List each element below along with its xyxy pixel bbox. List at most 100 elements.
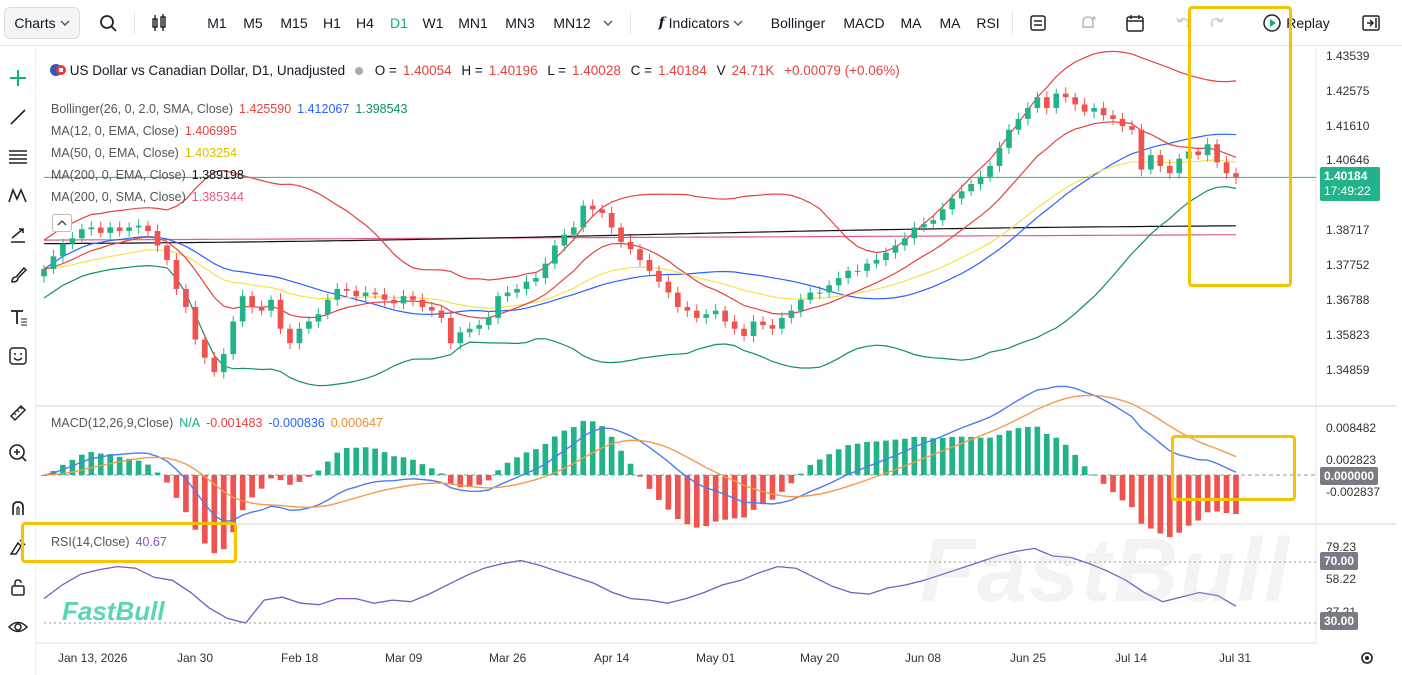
magnet-icon[interactable] — [4, 494, 32, 522]
pattern-icon[interactable] — [4, 181, 32, 209]
calendar-icon[interactable] — [1122, 0, 1148, 46]
price-tick: 1.41610 — [1326, 119, 1370, 133]
indicators-label: Indicators — [668, 15, 730, 31]
macd-histogram-bar — [684, 475, 691, 525]
candle-body — [693, 310, 700, 318]
macd-histogram-bar — [703, 475, 710, 527]
bollinger-upper-value: 1.425590 — [239, 102, 292, 116]
macd-histogram-bar — [1233, 475, 1239, 515]
ma200ema-legend[interactable]: MA(200, 0, EMA, Close) 1.389198 — [51, 168, 250, 182]
macd-histogram-bar — [1081, 466, 1088, 475]
template-icon[interactable] — [1026, 0, 1050, 46]
close-label: C = — [630, 63, 652, 78]
candle-body — [381, 294, 388, 300]
candle-body — [968, 184, 974, 192]
chevron-down-icon[interactable] — [600, 0, 616, 46]
quick-indicator-macd[interactable]: MACD — [843, 15, 885, 31]
macd-histogram-bar — [1072, 454, 1079, 475]
timeframe-mn12[interactable]: MN12 — [553, 15, 591, 31]
indicators-button[interactable]: f Indicators — [646, 0, 756, 46]
timeframe-mn1[interactable]: MN1 — [458, 15, 488, 31]
macd-hist-value: N/A — [179, 416, 201, 430]
macd-histogram-bar — [779, 475, 785, 492]
candle-type-icon[interactable] — [146, 0, 172, 46]
candle-body — [1015, 118, 1022, 130]
ma200sma-legend[interactable]: MA(200, 0, SMA, Close) 1.385344 — [51, 190, 250, 204]
alert-add-icon[interactable] — [1076, 0, 1100, 46]
macd-tick: 0.008482 — [1326, 421, 1377, 435]
collapse-panel-icon[interactable] — [1358, 0, 1384, 46]
volume-label: V — [716, 63, 726, 78]
candle-body — [183, 288, 189, 308]
timeframe-h4[interactable]: H4 — [356, 15, 374, 31]
projection-icon[interactable] — [4, 221, 32, 249]
macd-histogram-bar — [807, 464, 814, 475]
search-icon[interactable] — [94, 0, 122, 46]
collapse-legend-button[interactable] — [52, 214, 72, 232]
rsi-30-tag: 30.00 — [1320, 612, 1359, 630]
macd-histogram-bar — [1176, 475, 1183, 533]
replay-button[interactable]: Replay — [1256, 0, 1336, 46]
macd-histogram-bar — [977, 437, 984, 475]
macd-histogram-bar — [854, 443, 861, 475]
candle-body — [977, 176, 984, 185]
macd-histogram-bar — [88, 452, 95, 475]
lock-icon[interactable] — [4, 573, 32, 601]
rsi-legend[interactable]: RSI(14,Close) 40.67 — [51, 535, 173, 549]
quick-indicator-ma-2[interactable]: MA — [939, 15, 961, 31]
price-tick: 1.36788 — [1326, 293, 1370, 307]
redo-icon[interactable] — [1206, 0, 1228, 46]
macd-histogram-bar — [561, 430, 568, 475]
candle-body — [476, 325, 483, 329]
zoom-in-icon[interactable] — [4, 439, 32, 467]
quick-indicator-bollinger[interactable]: Bollinger — [770, 15, 826, 31]
timeframe-m15[interactable]: M15 — [280, 15, 308, 31]
quick-indicator-rsi[interactable]: RSI — [976, 15, 1000, 31]
eye-icon[interactable] — [4, 613, 32, 641]
timeframe-m5[interactable]: M5 — [243, 15, 263, 31]
macd-histogram-bar — [457, 475, 464, 488]
candle-body — [258, 307, 265, 311]
macd-histogram-bar — [996, 434, 1003, 475]
chart-settings-icon[interactable] — [1359, 650, 1375, 671]
timeframe-w1[interactable]: W1 — [422, 15, 444, 31]
timeframe-m1[interactable]: M1 — [207, 15, 227, 31]
candle-body — [296, 328, 303, 344]
fib-lines-icon[interactable] — [4, 142, 32, 170]
candle-body — [334, 288, 341, 300]
candle-body — [239, 296, 246, 322]
macd-histogram-bar — [306, 475, 312, 477]
bollinger-legend[interactable]: Bollinger(26, 0, 2.0, SMA, Close) 1.42559… — [51, 102, 413, 116]
candle-body — [249, 296, 255, 308]
candle-body — [1204, 144, 1211, 156]
text-tool-icon[interactable] — [4, 303, 32, 331]
macd-legend[interactable]: MACD(12,26,9,Close) N/A -0.001483 -0.000836… — [51, 416, 389, 430]
charts-menu-button[interactable]: Charts — [4, 7, 80, 39]
trend-line-icon[interactable] — [4, 103, 32, 131]
timeframe-d1[interactable]: D1 — [390, 15, 408, 31]
macd-histogram-bar — [656, 475, 662, 500]
brush-icon[interactable] — [4, 261, 32, 289]
ruler-icon[interactable] — [4, 399, 32, 427]
macd-histogram-bar — [1015, 428, 1022, 475]
macd-histogram-bar — [192, 475, 199, 530]
macd-histogram-bar — [930, 438, 937, 475]
macd-histogram-bar — [97, 453, 104, 475]
macd-histogram-bar — [949, 436, 956, 475]
ma50-legend[interactable]: MA(50, 0, EMA, Close) 1.403254 — [51, 146, 243, 160]
ma12-legend[interactable]: MA(12, 0, EMA, Close) 1.406995 — [51, 124, 243, 138]
candle-body — [1062, 93, 1069, 98]
timeframe-mn3[interactable]: MN3 — [505, 15, 535, 31]
drawing-toolbar — [0, 47, 36, 675]
crosshair-icon[interactable] — [4, 64, 32, 92]
ma200-ema-line — [43, 225, 1237, 245]
quick-indicator-ma[interactable]: MA — [900, 15, 922, 31]
macd-histogram-bar — [1043, 433, 1050, 475]
candle-body — [769, 325, 776, 329]
rsi-name: RSI(14,Close) — [51, 535, 130, 549]
macd-histogram-bar — [201, 475, 208, 544]
timeframe-h1[interactable]: H1 — [323, 15, 341, 31]
charts-label: Charts — [14, 15, 56, 31]
date-tick: Jun 08 — [905, 651, 942, 665]
emoji-icon[interactable] — [4, 342, 32, 370]
